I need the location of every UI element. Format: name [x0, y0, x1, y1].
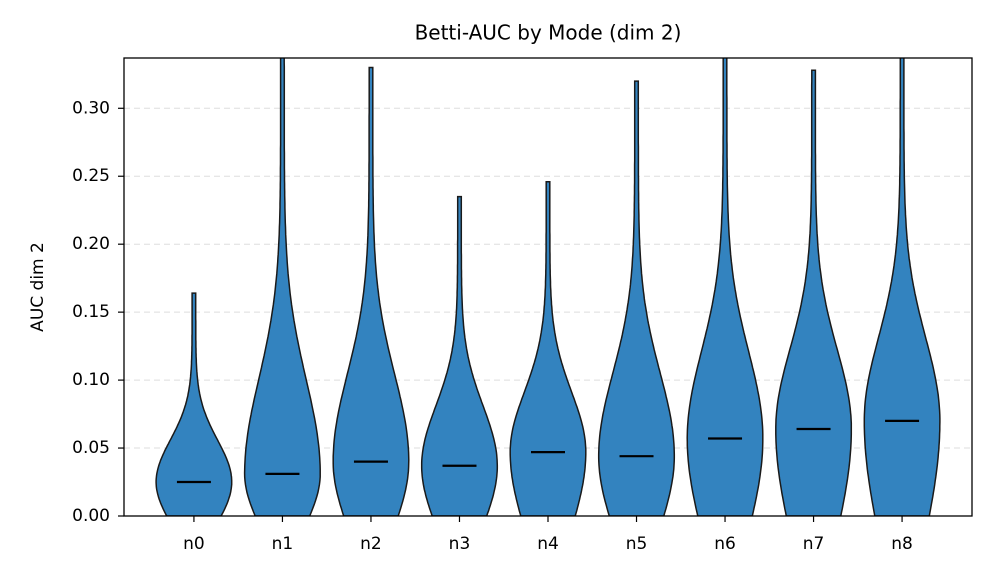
x-tick-label: n2: [360, 534, 382, 554]
violin: [420, 195, 499, 516]
y-axis-label: AUC dim 2: [28, 242, 48, 332]
y-tick-label: 0.15: [72, 302, 110, 322]
x-tick-label: n7: [803, 534, 825, 554]
violin: [775, 69, 853, 516]
y-tick-label: 0.05: [72, 438, 110, 458]
y-tick-label: 0.00: [72, 506, 110, 526]
chart-title: Betti-AUC by Mode (dim 2): [415, 21, 682, 45]
x-tick-label: n6: [714, 534, 736, 554]
x-tick-label: n4: [537, 534, 559, 554]
violin: [509, 180, 587, 516]
x-tick-label: n8: [891, 534, 913, 554]
x-tick-label: n5: [626, 534, 648, 554]
y-tick-label: 0.25: [72, 166, 110, 186]
violin: [155, 292, 233, 516]
violin: [243, 58, 321, 516]
y-tick-label: 0.10: [72, 370, 110, 390]
violin: [686, 58, 764, 516]
x-tick-label: n3: [449, 534, 471, 554]
x-tick-label: n0: [183, 534, 205, 554]
y-tick-label: 0.30: [72, 98, 110, 118]
y-tick-label: 0.20: [72, 234, 110, 254]
plot-area: [155, 58, 941, 516]
violin: [597, 80, 676, 516]
violin: [332, 66, 410, 516]
violin: [863, 58, 941, 516]
x-tick-label: n1: [272, 534, 294, 554]
